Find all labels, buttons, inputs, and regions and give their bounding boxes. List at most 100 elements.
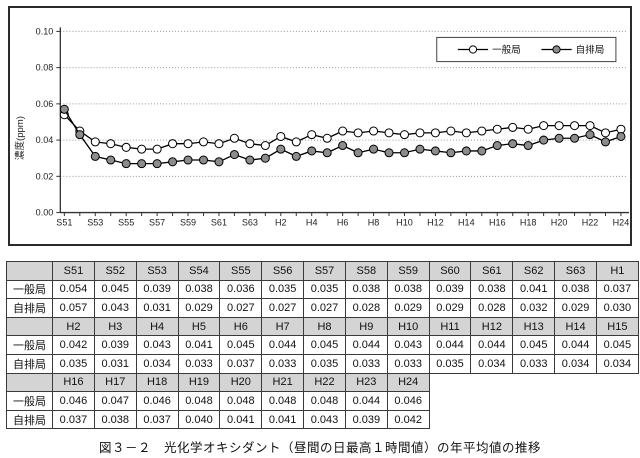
- value-cell: 0.048: [177, 391, 221, 411]
- series-roadside-marker: [168, 157, 178, 167]
- x-tick-label: H12: [427, 218, 444, 228]
- year-header-cell: S59: [386, 261, 430, 281]
- value-cell: 0.043: [135, 335, 179, 355]
- value-cell: 0.027: [219, 298, 263, 318]
- series-roadside-marker: [245, 155, 255, 165]
- series-roadside-marker: [214, 157, 224, 167]
- year-header-cell: S63: [554, 261, 597, 281]
- value-cell: 0.034: [470, 353, 514, 374]
- chart-svg: 0.00 0.02 0.04 0.06 0.08 0.10 S51 S53 S55 S57 S59 S…: [14, 26, 629, 228]
- series-roadside-marker: [183, 155, 193, 165]
- series-roadside-marker: [446, 148, 456, 158]
- corner-cell: [6, 316, 53, 337]
- value-cell: 0.042: [52, 335, 95, 355]
- series-roadside-marker: [570, 133, 580, 143]
- series-general-marker: [399, 130, 410, 140]
- year-header-cell: H6: [219, 316, 263, 337]
- x-tick-label: S53: [87, 218, 103, 228]
- value-cell: 0.034: [135, 353, 179, 374]
- series-general-marker: [106, 139, 116, 149]
- series-general-marker: [446, 126, 456, 136]
- series-general-marker: [307, 130, 317, 140]
- y-tick-label: 0.04: [36, 135, 54, 145]
- value-cell: 0.044: [344, 335, 388, 355]
- year-header-cell: H18: [135, 372, 179, 393]
- year-header-cell: H9: [344, 316, 388, 337]
- value-cell: 0.030: [595, 298, 639, 318]
- x-tick-label: H14: [458, 218, 475, 228]
- series-general-marker: [415, 128, 425, 138]
- corner-cell: [6, 372, 53, 393]
- series-roadside-marker: [369, 144, 379, 154]
- x-tick-label: S55: [118, 218, 134, 228]
- x-tick-label: H20: [551, 218, 568, 228]
- value-cell: 0.045: [512, 335, 556, 355]
- figure-caption: 図３－２ 光化学オキシダント（昼間の日最高１時間値）の年平均値の推移: [98, 441, 541, 455]
- row-label-cell: 一般局: [6, 391, 53, 411]
- series-general-marker: [600, 128, 611, 138]
- year-header-cell: H4: [135, 316, 179, 337]
- blank-cell: [470, 373, 513, 392]
- value-cell: 0.044: [554, 335, 597, 355]
- value-cell: 0.039: [428, 279, 472, 300]
- series-general-marker: [338, 126, 348, 136]
- series-roadside-marker: [384, 148, 394, 158]
- series-roadside-marker: [616, 131, 626, 141]
- value-cell: 0.046: [52, 391, 95, 411]
- year-header-cell: S53: [135, 261, 179, 281]
- value-cell: 0.033: [386, 353, 430, 374]
- legend-roadside-marker: [552, 45, 561, 54]
- x-tick-label: H16: [489, 218, 506, 228]
- series-roadside-marker: [260, 153, 270, 163]
- table-header-row: H16 H17 H18 H19 H20 H21 H22 H23 H24: [6, 372, 639, 393]
- value-cell: 0.038: [470, 279, 514, 300]
- series-roadside-marker: [291, 151, 301, 161]
- value-cell: 0.047: [93, 391, 137, 411]
- value-cell: 0.057: [52, 298, 95, 318]
- blank-cell: [470, 410, 513, 429]
- series-general-marker: [121, 142, 131, 152]
- year-header-cell: H14: [554, 316, 597, 337]
- year-header-cell: H2: [52, 316, 95, 337]
- blank-cell: [512, 410, 555, 429]
- series-general-marker: [168, 139, 178, 149]
- table-row: 一般局 0.042 0.039 0.043 0.041 0.045 0.044 0.045 0.…: [6, 335, 639, 355]
- value-cell: 0.037: [52, 409, 95, 430]
- year-header-cell: S57: [303, 261, 346, 281]
- x-tick-label: H6: [337, 218, 349, 228]
- series-general-marker: [198, 137, 209, 147]
- chart-frame: 0.00 0.02 0.04 0.06 0.08 0.10 S51 S53 S55 S57 S59 S…: [8, 6, 632, 246]
- series-general-marker: [508, 122, 518, 132]
- value-cell: 0.031: [135, 298, 179, 318]
- year-header-cell: H1: [595, 261, 639, 281]
- series-general-marker: [539, 121, 549, 131]
- blank-cell: [429, 410, 471, 429]
- gridlines: [60, 30, 626, 177]
- table-row: 一般局 0.046 0.047 0.046 0.048 0.048 0.048 0.048 0.…: [6, 391, 639, 411]
- x-tick-label: H10: [396, 218, 413, 228]
- series-general-marker: [570, 121, 580, 131]
- series-roadside-marker: [322, 148, 332, 158]
- blank-cell: [429, 391, 471, 411]
- x-tick-label: S57: [149, 218, 165, 228]
- value-cell: 0.041: [177, 335, 221, 355]
- value-cell: 0.029: [177, 298, 221, 318]
- series-roadside-marker: [137, 159, 147, 169]
- y-tick-label: 0.00: [36, 208, 54, 218]
- series-roadside-marker: [198, 155, 209, 165]
- year-header-cell: H3: [93, 316, 137, 337]
- value-cell: 0.042: [386, 409, 430, 430]
- value-cell: 0.046: [135, 391, 179, 411]
- legend-roadside-label: 自排局: [576, 44, 605, 56]
- value-cell: 0.028: [344, 298, 388, 318]
- row-label-cell: 自排局: [6, 298, 53, 318]
- series-general-marker: [260, 140, 270, 151]
- blank-cell: [429, 373, 471, 392]
- series-general: [59, 110, 626, 154]
- series-general-marker: [214, 139, 224, 149]
- value-cell: 0.037: [135, 409, 179, 430]
- value-cell: 0.043: [386, 335, 430, 355]
- table-body: S51 S52 S53 S54 S55 S56 S57 S58 S59 S60 S61 S62 S63 H…: [6, 261, 639, 430]
- year-header-cell: H13: [512, 316, 556, 337]
